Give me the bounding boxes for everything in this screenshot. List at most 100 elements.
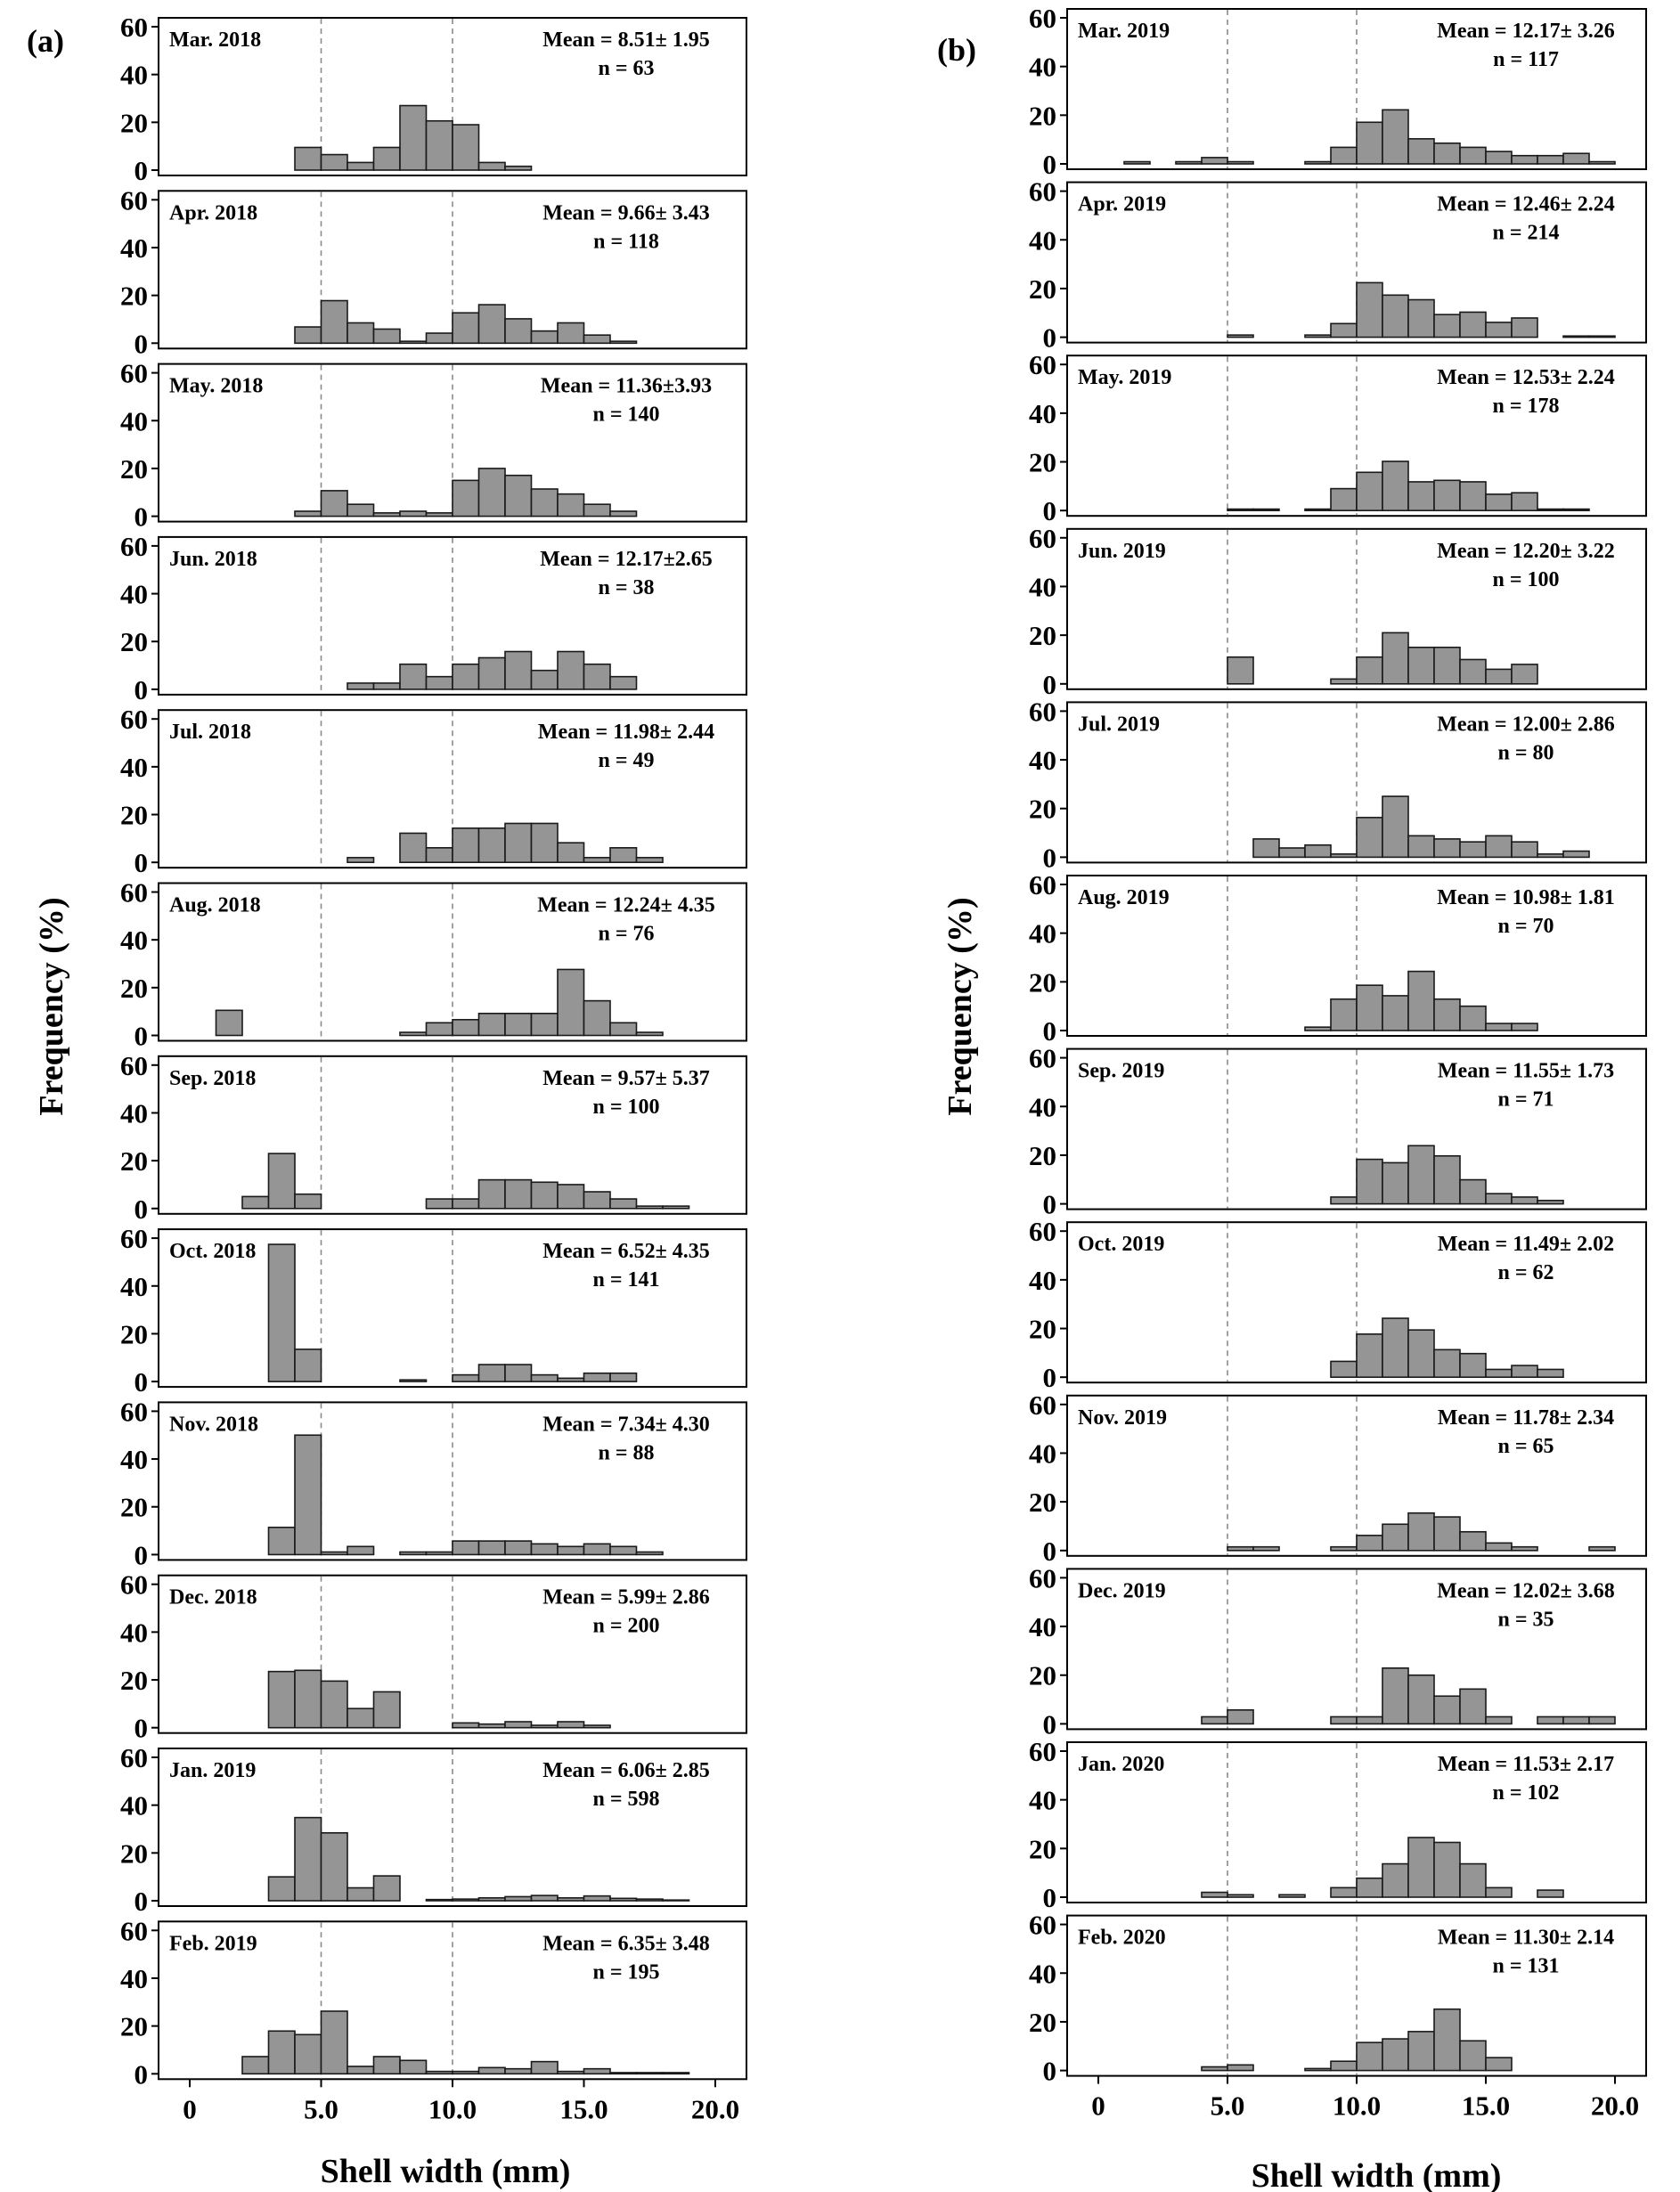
histogram-bar: [452, 1198, 480, 1210]
histogram-bar: [530, 1013, 559, 1037]
n-label: n = 131: [1492, 1955, 1559, 1978]
y-tick-label: 60: [1029, 1043, 1056, 1074]
histogram-bar: [1252, 508, 1280, 511]
y-tick-label: 0: [1043, 669, 1057, 700]
histogram-bar: [557, 968, 585, 1037]
histogram-bar: [399, 104, 428, 171]
histogram-bar: [1511, 317, 1538, 338]
histogram-bar: [1407, 835, 1435, 859]
y-tick-label: 40: [1029, 571, 1056, 602]
histogram-bar: [1485, 1886, 1513, 1898]
histogram-bar: [1433, 1695, 1461, 1725]
month-label: Mar. 2018: [169, 29, 261, 52]
histogram-bar: [1537, 508, 1564, 511]
panel-b: 0 20 40 60 Mar. 2019 Mean = 12.17± 3.26 n = 11…: [1029, 3, 1647, 2122]
y-tick-label: 0: [135, 1886, 149, 1917]
histogram-bar: [557, 1377, 585, 1382]
n-label: n = 141: [592, 1268, 659, 1292]
histogram-bar: [294, 326, 322, 345]
histogram-bar: [1330, 1545, 1358, 1552]
y-tick-label: 20: [120, 1318, 148, 1349]
histogram-bar: [1537, 1199, 1564, 1205]
histogram-bar: [583, 663, 611, 690]
histogram-bar: [1485, 1023, 1513, 1031]
histogram-bar: [1330, 1715, 1358, 1725]
histogram-bar: [504, 1364, 533, 1382]
histogram-bar: [1407, 1674, 1435, 1725]
histogram-bar: [530, 822, 559, 864]
histogram-bar: [1511, 841, 1538, 859]
histogram-bar: [452, 312, 480, 345]
month-label: Jul. 2018: [169, 721, 251, 744]
histogram-bar: [1562, 508, 1590, 511]
histogram-bar: [583, 857, 611, 863]
histogram-bar: [294, 510, 322, 517]
mean-label: Mean = 11.49± 2.02: [1438, 1233, 1614, 1256]
histogram-bar: [504, 1721, 533, 1729]
histogram-bar: [1511, 1365, 1538, 1378]
x-tick-label: 15.0: [1462, 2090, 1510, 2122]
y-tick-label: 60: [120, 1050, 148, 1081]
x-axis-title-a: Shell width (mm): [321, 2153, 571, 2190]
subplot-a-8: 0 20 40 60 Oct. 2018 Mean = 6.52± 4.35 n = 141: [120, 1223, 747, 1398]
histogram-bar: [320, 1551, 348, 1556]
y-tick-label: 20: [1029, 447, 1056, 478]
y-tick-label: 0: [135, 155, 149, 186]
histogram-bar: [1433, 142, 1461, 165]
subplot-b-12: 0 20 40 60 Feb. 2020 Mean = 11.30± 2.14 n = 13…: [1029, 1910, 1647, 2087]
y-tick-label: 40: [120, 405, 148, 436]
month-label: Jun. 2019: [1078, 540, 1166, 563]
histogram-bar: [557, 1545, 585, 1556]
histogram-bar: [1356, 471, 1383, 512]
histogram-bar: [1511, 1545, 1538, 1552]
y-tick-label: 20: [1029, 100, 1056, 131]
histogram-bar: [425, 675, 453, 690]
histogram-bar: [1201, 157, 1228, 165]
histogram-bar: [452, 1018, 480, 1037]
x-axis-title-b: Shell width (mm): [1252, 2157, 1502, 2192]
histogram-bar: [399, 340, 428, 345]
histogram-bar: [1330, 998, 1358, 1031]
histogram-bar: [1537, 1368, 1564, 1379]
histogram-bar: [1330, 1886, 1358, 1898]
histogram-bar: [557, 842, 585, 863]
subplot-a-1: 0 20 40 60 Mar. 2018 Mean = 8.51± 1.95 n = 63: [120, 12, 747, 186]
histogram-bar: [425, 119, 453, 171]
mean-label: Mean = 11.30± 2.14: [1438, 1927, 1614, 1950]
subplot-a-12: 0 20 40 60 Feb. 2019 Mean = 6.35± 3.48 n = 195: [120, 1915, 747, 2090]
histogram-bar: [1201, 2066, 1228, 2072]
histogram-bar: [504, 822, 533, 864]
histogram-bar: [1562, 1715, 1590, 1725]
mean-label: Mean = 11.36±3.93: [541, 375, 712, 398]
histogram-bar: [1511, 1023, 1538, 1031]
y-tick-label: 40: [120, 60, 148, 91]
y-tick-label: 0: [135, 674, 149, 705]
y-tick-label: 40: [1029, 52, 1056, 83]
histogram-bar: [557, 2070, 585, 2075]
histogram-bar: [425, 2070, 453, 2075]
histogram-bar: [1485, 2057, 1513, 2072]
histogram-bar: [1278, 847, 1306, 859]
month-label: Oct. 2019: [1078, 1233, 1164, 1256]
y-axis-title-b: Frequency (%): [942, 897, 979, 1115]
mean-label: Mean = 10.98± 1.81: [1437, 886, 1615, 909]
histogram-bar: [347, 1707, 375, 1729]
histogram-bar: [294, 1816, 322, 1902]
histogram-bar: [1304, 508, 1332, 511]
histogram-bar: [452, 1722, 480, 1729]
histogram-bar: [294, 1349, 322, 1382]
n-label: n = 76: [598, 923, 654, 946]
n-label: n = 70: [1497, 915, 1554, 938]
x-tick-label: 0: [1091, 2090, 1105, 2122]
histogram-bar: [477, 1896, 506, 1902]
histogram-bar: [557, 650, 585, 690]
histogram-bar: [477, 2066, 506, 2075]
mean-label: Mean = 12.17± 3.26: [1437, 20, 1615, 43]
n-label: n = 71: [1497, 1088, 1554, 1112]
y-tick-label: 40: [1029, 398, 1056, 429]
histogram-bar: [425, 512, 453, 517]
y-tick-label: 40: [1029, 1611, 1056, 1642]
mean-label: Mean = 12.24± 4.35: [537, 894, 715, 917]
mean-label: Mean = 11.53± 2.17: [1438, 1753, 1614, 1776]
